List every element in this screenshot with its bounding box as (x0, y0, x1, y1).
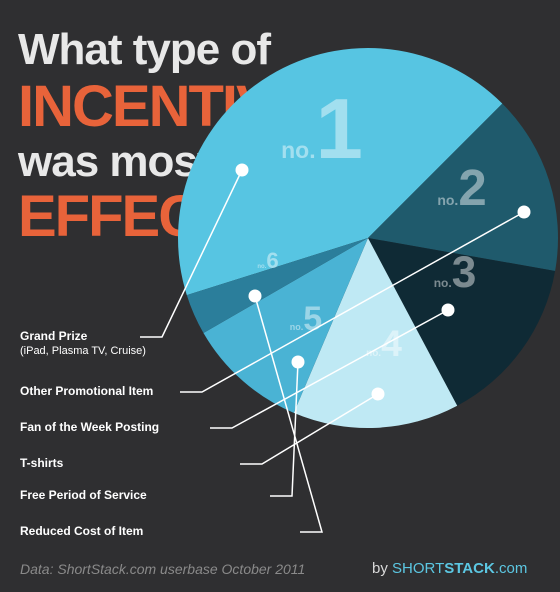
pie-slice-4 (293, 238, 458, 428)
leader-dot-2 (517, 205, 531, 219)
brand-short: SHORT (392, 560, 445, 577)
leader-dot-3 (441, 303, 455, 317)
legend-label-4: T-shirts (20, 456, 64, 470)
rank-label-1: no.1 (281, 82, 363, 177)
brand-by: by (372, 560, 393, 577)
title-line-1: What type of (18, 25, 271, 74)
brand-domain: .com (494, 560, 528, 577)
leader-dot-6 (248, 289, 262, 303)
pie-slice-3 (368, 238, 556, 406)
rank-label-6: no.6 (257, 248, 278, 273)
legend-label-3: Fan of the Week Posting (20, 420, 160, 434)
brand-credit: by SHORTSTACK.com (372, 560, 527, 577)
legend-label-1: Grand Prize (20, 329, 88, 343)
leader-line-6 (254, 295, 323, 533)
rank-label-5: no.5 (290, 300, 322, 338)
legend-sublabel-1: (iPad, Plasma TV, Cruise) (20, 345, 146, 357)
source-note: Data: ShortStack.com userbase October 20… (20, 561, 306, 577)
pie-slice-6 (186, 238, 368, 333)
pie-slice-5 (203, 238, 368, 413)
legend-label-6: Reduced Cost of Item (20, 524, 144, 538)
title-line-3: was most (18, 137, 212, 186)
leader-line-1 (140, 169, 243, 338)
leader-dot-1 (235, 163, 249, 177)
rank-label-4: no.4 (366, 322, 402, 364)
pie-slice-1 (178, 47, 503, 296)
leader-line-3 (210, 309, 449, 429)
brand-stack: STACK (444, 560, 495, 577)
legend-label-5: Free Period of Service (20, 488, 147, 502)
rank-label-3: no.3 (434, 248, 477, 297)
pie-slice-2 (368, 103, 558, 271)
leader-dot-5 (291, 355, 305, 369)
rank-label-2: no.2 (437, 159, 486, 216)
leader-line-4 (240, 393, 379, 465)
leader-dot-4 (371, 387, 385, 401)
legend-label-2: Other Promotional Item (20, 384, 154, 398)
leader-line-5 (270, 361, 299, 497)
leader-line-2 (180, 211, 525, 393)
